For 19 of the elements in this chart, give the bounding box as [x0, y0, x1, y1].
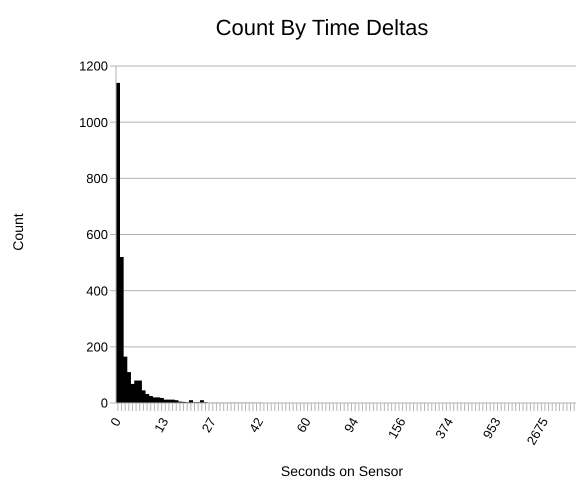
x-tick-label: 0 — [107, 415, 124, 429]
x-tick-label: 27 — [198, 415, 219, 436]
x-tick-label: 374 — [432, 415, 456, 442]
x-tick-label: 953 — [480, 415, 504, 442]
x-tick-label: 13 — [151, 415, 172, 436]
x-tick-label: 156 — [384, 415, 409, 442]
y-tick-label: 0 — [100, 396, 108, 411]
y-tick-label: 400 — [86, 283, 108, 298]
x-axis-title: Seconds on Sensor — [280, 463, 404, 479]
x-tick-label: 60 — [294, 415, 314, 436]
x-tick-label: 94 — [340, 415, 362, 436]
y-tick-label: 600 — [86, 227, 108, 242]
y-tick-label: 1000 — [79, 114, 108, 130]
y-tick-label: 200 — [86, 339, 108, 354]
y-axis-title: Count — [10, 212, 26, 253]
chart-title: Count By Time Deltas — [214, 14, 430, 42]
y-tick-label: 1200 — [79, 58, 108, 74]
y-tick-label: 800 — [86, 170, 108, 186]
x-tick-label: 42 — [246, 415, 266, 436]
